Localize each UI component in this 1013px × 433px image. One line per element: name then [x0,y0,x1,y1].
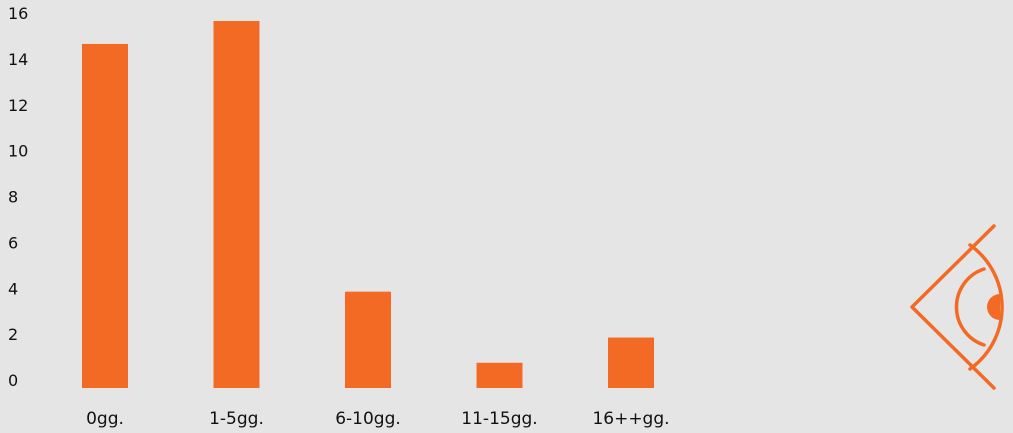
y-tick-label: 0 [8,371,18,390]
x-tick-label: 6-10gg. [335,409,401,429]
y-axis-ticks: 0 2 4 6 8 10 12 14 16 [8,4,28,390]
bar-1-5gg. [213,21,260,388]
y-tick-label: 2 [8,325,18,344]
y-tick-label: 14 [8,50,28,69]
y-tick-label: 12 [8,96,28,115]
x-tick-label: 1-5gg. [209,409,264,429]
x-tick-label: 16++gg. [592,409,669,429]
y-tick-label: 8 [8,188,18,207]
bar-11-15gg. [476,362,523,388]
x-axis-labels: 0gg. 1-5gg. 6-10gg. 11-15gg. 16++gg. [86,409,669,429]
bar-6-10gg. [345,291,391,388]
y-tick-label: 10 [8,142,28,161]
eye-icon [910,224,1004,390]
bar-0gg. [82,43,128,388]
y-tick-label: 6 [8,233,18,252]
bars [82,21,654,388]
x-tick-label: 0gg. [86,409,124,429]
y-tick-label: 4 [8,279,18,298]
x-tick-label: 11-15gg. [461,409,537,429]
y-tick-label: 16 [8,4,28,23]
bar-16++gg. [608,337,654,388]
